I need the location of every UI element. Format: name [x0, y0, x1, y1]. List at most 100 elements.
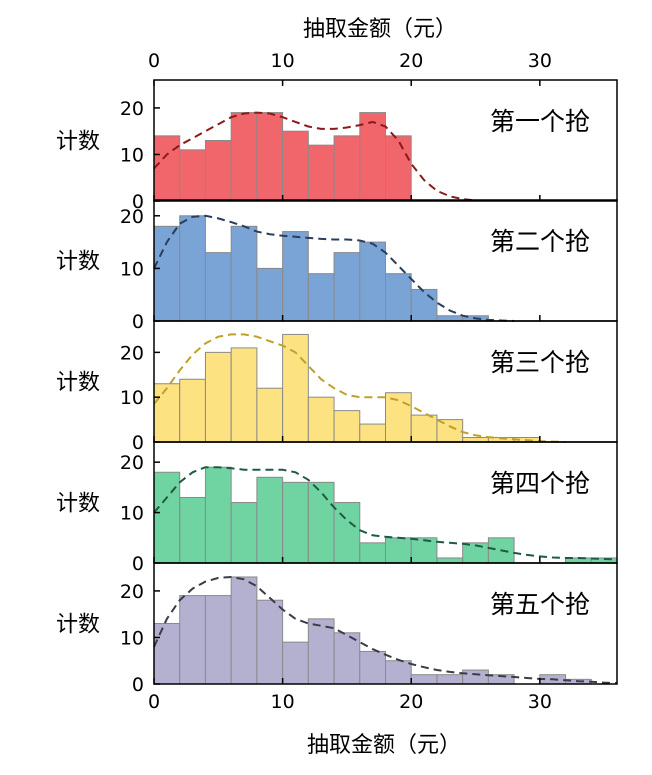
histogram-bar	[282, 231, 309, 322]
top-x-tick-label: 20	[399, 50, 423, 72]
y-axis-label: 计数	[56, 492, 100, 517]
y-axis-label: 计数	[56, 250, 100, 275]
histogram-bar	[307, 273, 335, 322]
density-curve	[153, 214, 515, 322]
panel-label: 第三个抢	[490, 348, 590, 377]
histogram-bar	[256, 599, 284, 685]
histogram-bar	[333, 135, 361, 202]
histogram-bar	[204, 595, 232, 685]
histogram-bar	[256, 476, 284, 564]
histogram-bar	[436, 419, 464, 443]
histogram-bar	[179, 595, 206, 685]
histogram-bar	[153, 471, 181, 564]
histogram-bar	[282, 333, 309, 443]
bottom-x-axis-title: 抽取金额（元）	[307, 733, 461, 758]
histogram-bar	[179, 496, 206, 564]
bottom-x-tick-label: 0	[148, 691, 160, 713]
y-tick-label: 20	[120, 342, 144, 364]
histogram-bar	[359, 423, 386, 443]
bottom-x-tick-label: 20	[399, 691, 423, 713]
histogram-bar	[359, 241, 386, 322]
y-tick-label: 20	[120, 452, 144, 474]
bottom-x-tick-label: 30	[528, 691, 552, 713]
bottom-x-tick-label: 10	[271, 691, 295, 713]
histogram-bar	[230, 225, 258, 322]
histogram-bar	[256, 267, 284, 322]
y-tick-label: 10	[120, 503, 144, 525]
panel-5: 0 10 20 计数 第五个抢	[56, 562, 618, 696]
histogram-bar	[333, 252, 361, 322]
panel-frame	[153, 562, 618, 685]
histogram-bar	[179, 378, 206, 443]
density-curve	[153, 111, 476, 202]
histogram-bar	[385, 135, 412, 202]
y-axis-label: 计数	[56, 130, 100, 155]
histogram-bar	[307, 396, 335, 443]
histogram-bar	[230, 576, 258, 685]
histogram-bar	[436, 557, 464, 564]
histogram-bar	[204, 351, 232, 443]
histogram-bar	[153, 135, 181, 202]
histogram-bar	[410, 414, 438, 443]
y-tick-label: 10	[120, 627, 144, 649]
panel-2: 0 10 20 计数 第二个抢	[56, 199, 618, 333]
y-tick-label: 0	[132, 674, 144, 696]
panel-3: 0 10 20 计数 第三个抢	[56, 320, 618, 454]
histogram-bar	[204, 466, 232, 564]
panel-4: 0 10 20 计数 第四个抢	[56, 441, 618, 575]
y-tick-label: 0	[132, 432, 144, 454]
y-tick-label: 0	[132, 311, 144, 333]
histogram-bar	[179, 215, 206, 322]
panel-label: 第五个抢	[490, 590, 590, 619]
histogram-bar	[307, 144, 335, 202]
panel-label: 第二个抢	[490, 227, 590, 256]
histogram-bar	[385, 660, 412, 685]
histogram-bar	[410, 537, 438, 564]
panels: 01020计数第一个抢01020计数第二个抢01020计数第三个抢01020计数…	[56, 79, 618, 696]
y-tick-label: 20	[120, 206, 144, 228]
y-axis-label: 计数	[56, 371, 100, 396]
histogram-bar	[204, 140, 232, 202]
histogram-bar	[282, 641, 309, 685]
histogram-bar	[307, 481, 335, 564]
histogram-bar	[230, 347, 258, 443]
histogram-bar	[359, 542, 386, 564]
top-x-tick-label: 0	[148, 50, 160, 72]
density-curve	[153, 333, 566, 443]
y-tick-label: 0	[132, 191, 144, 213]
histogram-bar	[256, 387, 284, 443]
histogram-bar	[333, 410, 361, 443]
histogram-bar	[436, 315, 464, 322]
y-tick-label: 20	[120, 581, 144, 603]
histogram-bar	[385, 273, 412, 322]
histogram-bar	[153, 383, 181, 443]
histogram-bar	[179, 149, 206, 202]
histogram-bar	[230, 502, 258, 564]
y-tick-label: 20	[120, 98, 144, 120]
histogram-bar	[333, 502, 361, 564]
histogram-bar	[307, 618, 335, 685]
y-tick-label: 0	[132, 553, 144, 575]
bottom-x-axis: 0 10 20 30	[148, 691, 552, 713]
top-x-axis: 0 10 20 30	[148, 50, 552, 86]
panel-label: 第一个抢	[490, 107, 590, 136]
panel-frame	[153, 79, 618, 202]
y-axis-label: 计数	[56, 613, 100, 638]
y-tick-label: 10	[120, 144, 144, 166]
histogram-bar	[385, 392, 412, 443]
histogram-bar	[153, 623, 181, 685]
histogram-bar	[436, 674, 464, 685]
top-x-tick-label: 30	[528, 50, 552, 72]
histogram-bar	[359, 112, 386, 202]
histogram-bar	[282, 481, 309, 564]
top-x-tick-label: 10	[271, 50, 295, 72]
histogram-bar	[359, 650, 386, 685]
histogram-bar	[385, 537, 412, 564]
histogram-bar	[282, 130, 309, 202]
histogram-bar	[410, 674, 438, 685]
top-x-axis-title: 抽取金额（元）	[303, 17, 457, 42]
y-tick-label: 10	[120, 258, 144, 280]
histogram-bar	[230, 112, 258, 202]
density-curve	[153, 466, 618, 561]
y-tick-label: 10	[120, 387, 144, 409]
